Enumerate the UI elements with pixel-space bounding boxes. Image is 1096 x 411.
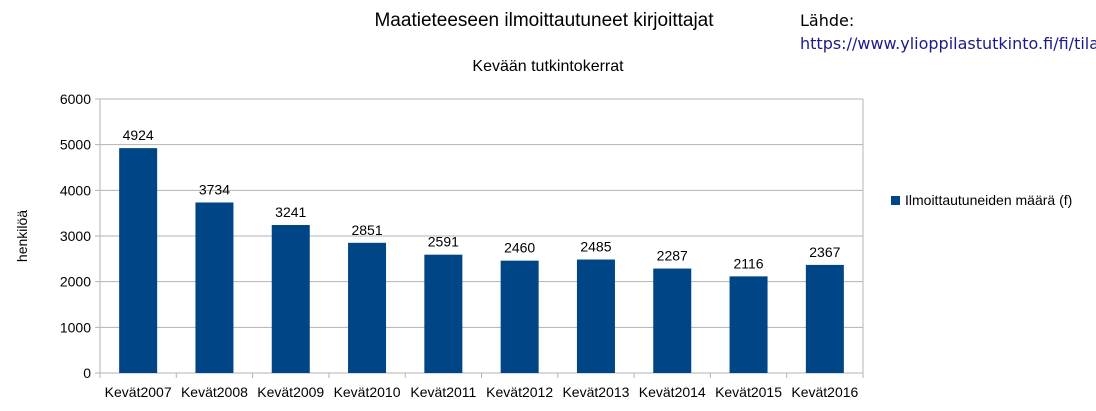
data-label: 4924 xyxy=(123,127,154,143)
bar xyxy=(195,202,234,373)
y-tick-label: 2000 xyxy=(60,274,91,290)
bar xyxy=(348,242,387,373)
y-tick-label: 0 xyxy=(83,365,91,381)
legend: Ilmoittautuneiden määrä (f) xyxy=(891,192,1072,208)
data-label: 2460 xyxy=(504,240,535,256)
bar xyxy=(119,148,158,373)
y-tick-label: 1000 xyxy=(60,319,91,335)
y-tick-label: 5000 xyxy=(60,137,91,153)
bar xyxy=(424,254,463,373)
bar xyxy=(500,260,539,373)
y-tick-label: 4000 xyxy=(60,182,91,198)
y-tick-label: 6000 xyxy=(60,91,91,107)
x-tick-label: Kevät2016 xyxy=(791,384,858,400)
data-label: 2367 xyxy=(809,244,840,260)
x-tick-label: Kevät2012 xyxy=(486,384,553,400)
data-label: 3241 xyxy=(275,204,306,220)
legend-label: Ilmoittautuneiden määrä (f) xyxy=(905,192,1072,208)
bar xyxy=(576,259,615,373)
data-label: 2851 xyxy=(351,222,382,238)
x-tick-label: Kevät2013 xyxy=(562,384,629,400)
data-label: 2485 xyxy=(580,239,611,255)
legend-swatch xyxy=(891,196,900,205)
source-link[interactable]: https://www.ylioppilastutkinto.fi/fi/til… xyxy=(800,34,1096,53)
bars xyxy=(119,148,844,373)
x-tick-label: Kevät2015 xyxy=(715,384,782,400)
x-tick-label: Kevät2007 xyxy=(105,384,172,400)
x-tick-label: Kevät2008 xyxy=(181,384,248,400)
x-tick-label: Kevät2010 xyxy=(334,384,401,400)
x-tick-label: Kevät2009 xyxy=(257,384,324,400)
bar xyxy=(271,224,310,373)
y-tick-label: 3000 xyxy=(60,228,91,244)
x-tick-label: Kevät2014 xyxy=(639,384,706,400)
data-label: 2287 xyxy=(657,248,688,264)
data-label: 2591 xyxy=(428,234,459,250)
bar xyxy=(653,268,692,373)
chart-subtitle: Kevään tutkintokerrat xyxy=(472,58,624,75)
source-label: Lähde: xyxy=(800,11,855,30)
data-label: 3734 xyxy=(199,181,230,197)
data-labels: 4924 3734 3241 2851 2591 2460 2485 2287 2116 2367 xyxy=(123,127,841,271)
bar xyxy=(805,264,844,373)
bar xyxy=(729,276,768,373)
x-tick-label: Kevät2011 xyxy=(410,384,476,400)
data-label: 2116 xyxy=(733,255,763,271)
chart-title: Maatieteeseen ilmoittautuneet kirjoittaj… xyxy=(374,10,714,31)
y-axis-title: henkilöä xyxy=(14,210,30,262)
axes: 0 1000 2000 3000 4000 5000 6000 Kevät2007 Kevät2… xyxy=(14,91,859,400)
